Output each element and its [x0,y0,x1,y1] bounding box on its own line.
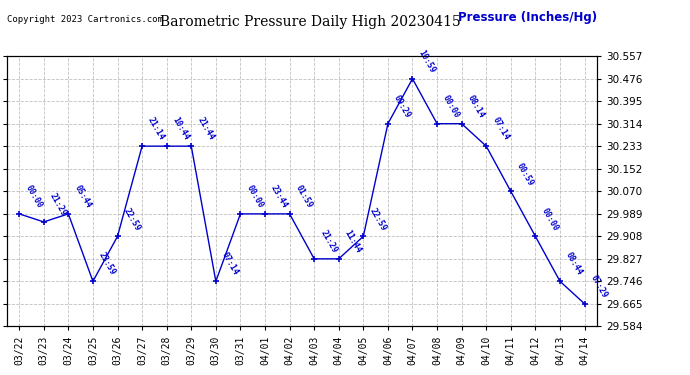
Text: 00:00: 00:00 [23,183,43,210]
Text: 07:14: 07:14 [491,116,511,142]
Text: 23:59: 23:59 [97,251,117,277]
Text: 00:59: 00:59 [515,161,535,187]
Text: 11:44: 11:44 [343,228,363,255]
Text: 01:59: 01:59 [294,183,314,210]
Text: Barometric Pressure Daily High 20230415: Barometric Pressure Daily High 20230415 [160,15,461,29]
Text: 00:00: 00:00 [441,93,462,120]
Text: 22:59: 22:59 [121,206,142,232]
Text: 21:14: 21:14 [146,116,166,142]
Text: 00:00: 00:00 [540,206,560,232]
Text: 21:29: 21:29 [318,228,339,255]
Text: 23:44: 23:44 [269,183,290,210]
Text: 08:14: 08:14 [466,93,486,120]
Text: 21:44: 21:44 [195,116,216,142]
Text: 08:44: 08:44 [564,251,584,277]
Text: 09:29: 09:29 [392,93,413,120]
Text: Pressure (Inches/Hg): Pressure (Inches/Hg) [457,11,597,24]
Text: 10:44: 10:44 [171,116,191,142]
Text: 21:29: 21:29 [48,192,68,218]
Text: 00:00: 00:00 [244,183,265,210]
Text: 10:59: 10:59 [417,48,437,75]
Text: Copyright 2023 Cartronics.com: Copyright 2023 Cartronics.com [7,15,163,24]
Text: 07:29: 07:29 [589,273,609,300]
Text: 05:44: 05:44 [72,183,93,210]
Text: 07:14: 07:14 [220,251,240,277]
Text: 22:59: 22:59 [368,206,388,232]
